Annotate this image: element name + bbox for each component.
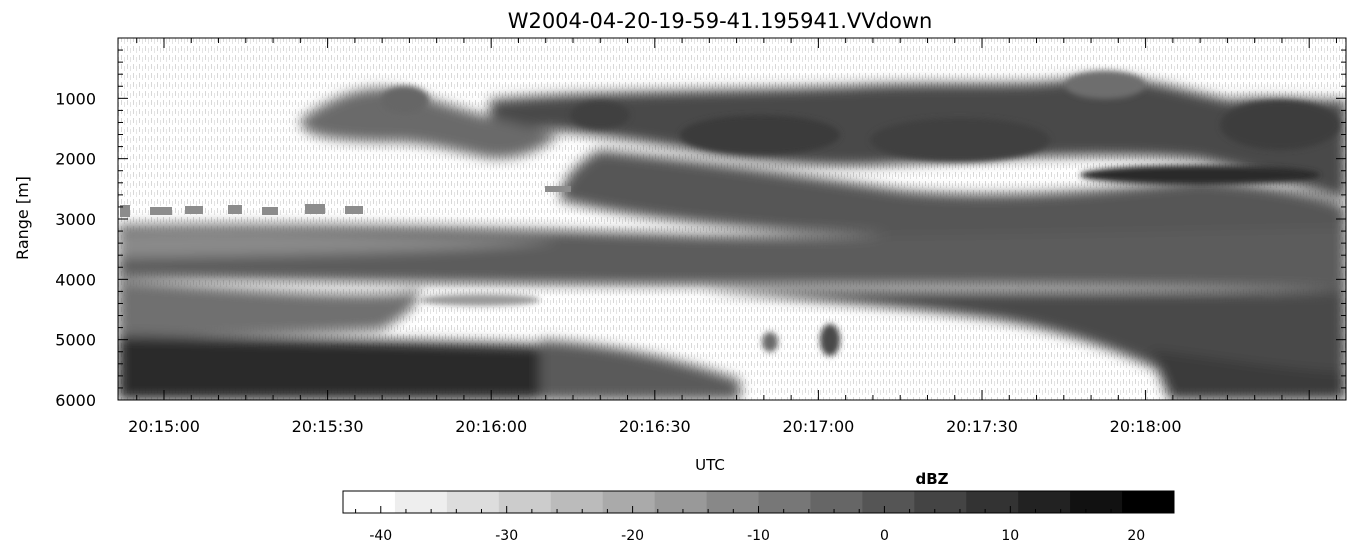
chart-title: W2004-04-20-19-59-41.195941.VVdown [508, 9, 933, 33]
colorbar-ticks [355, 506, 1162, 513]
colorbar-tick-label: 10 [1001, 528, 1019, 544]
colorbar-cell [550, 491, 604, 513]
colorbar-cell [706, 491, 759, 513]
x-axis-ticks [136, 38, 1337, 400]
colorbar-cell [446, 491, 500, 513]
colorbar-label: dBZ [915, 470, 948, 488]
colorbar-cell [758, 491, 811, 513]
x-axis-label: UTC [695, 456, 725, 474]
colorbar-tick-label: -30 [495, 528, 518, 544]
x-tick-label: 20:18:00 [1110, 417, 1182, 436]
colorbar-cell [498, 491, 552, 513]
colorbar-cell [602, 491, 656, 513]
colorbar-cell [343, 491, 396, 513]
x-tick-label: 20:15:00 [128, 417, 200, 436]
y-tick-label: 2000 [55, 150, 96, 169]
y-tick-label: 3000 [55, 210, 96, 229]
colorbar-cell [1122, 491, 1175, 513]
y-tick-label: 5000 [55, 331, 96, 350]
colorbar-cell [394, 491, 448, 513]
y-axis-ticks [118, 49, 1346, 401]
colorbar-cell [966, 491, 1019, 513]
x-tick-label: 20:15:30 [292, 417, 364, 436]
colorbar-tick-label: -10 [747, 528, 770, 544]
x-axis-tick-labels: 20:15:00 20:15:30 20:16:00 20:16:30 20:17:00… [128, 417, 1181, 436]
colorbar-cell [914, 491, 967, 513]
colorbar-tick-label: -20 [621, 528, 644, 544]
colorbar-cell [654, 491, 708, 513]
colorbar-cells [343, 491, 1175, 513]
y-axis-tick-labels: 1000 2000 3000 4000 5000 6000 [55, 89, 96, 410]
x-tick-label: 20:17:00 [782, 417, 854, 436]
radar-image [118, 38, 1346, 400]
colorbar-cell [1018, 491, 1071, 513]
colorbar-tick-labels: -40 -30 -20 -10 0 10 20 [369, 528, 1145, 544]
y-tick-label: 6000 [55, 391, 96, 410]
colorbar-tick-label: -40 [369, 528, 392, 544]
y-axis-label: Range [m] [13, 176, 32, 260]
colorbar-cell [1070, 491, 1123, 513]
x-tick-label: 20:16:00 [455, 417, 527, 436]
y-tick-label: 1000 [55, 89, 96, 108]
colorbar-cell [810, 491, 863, 513]
x-tick-label: 20:17:30 [946, 417, 1018, 436]
x-tick-label: 20:16:30 [619, 417, 691, 436]
y-tick-label: 4000 [55, 270, 96, 289]
colorbar-tick-label: 0 [880, 528, 889, 544]
colorbar-cell [862, 491, 915, 513]
colorbar: -40 -30 -20 -10 0 10 20 dBZ [342, 470, 1175, 544]
colorbar-tick-label: 20 [1127, 528, 1145, 544]
